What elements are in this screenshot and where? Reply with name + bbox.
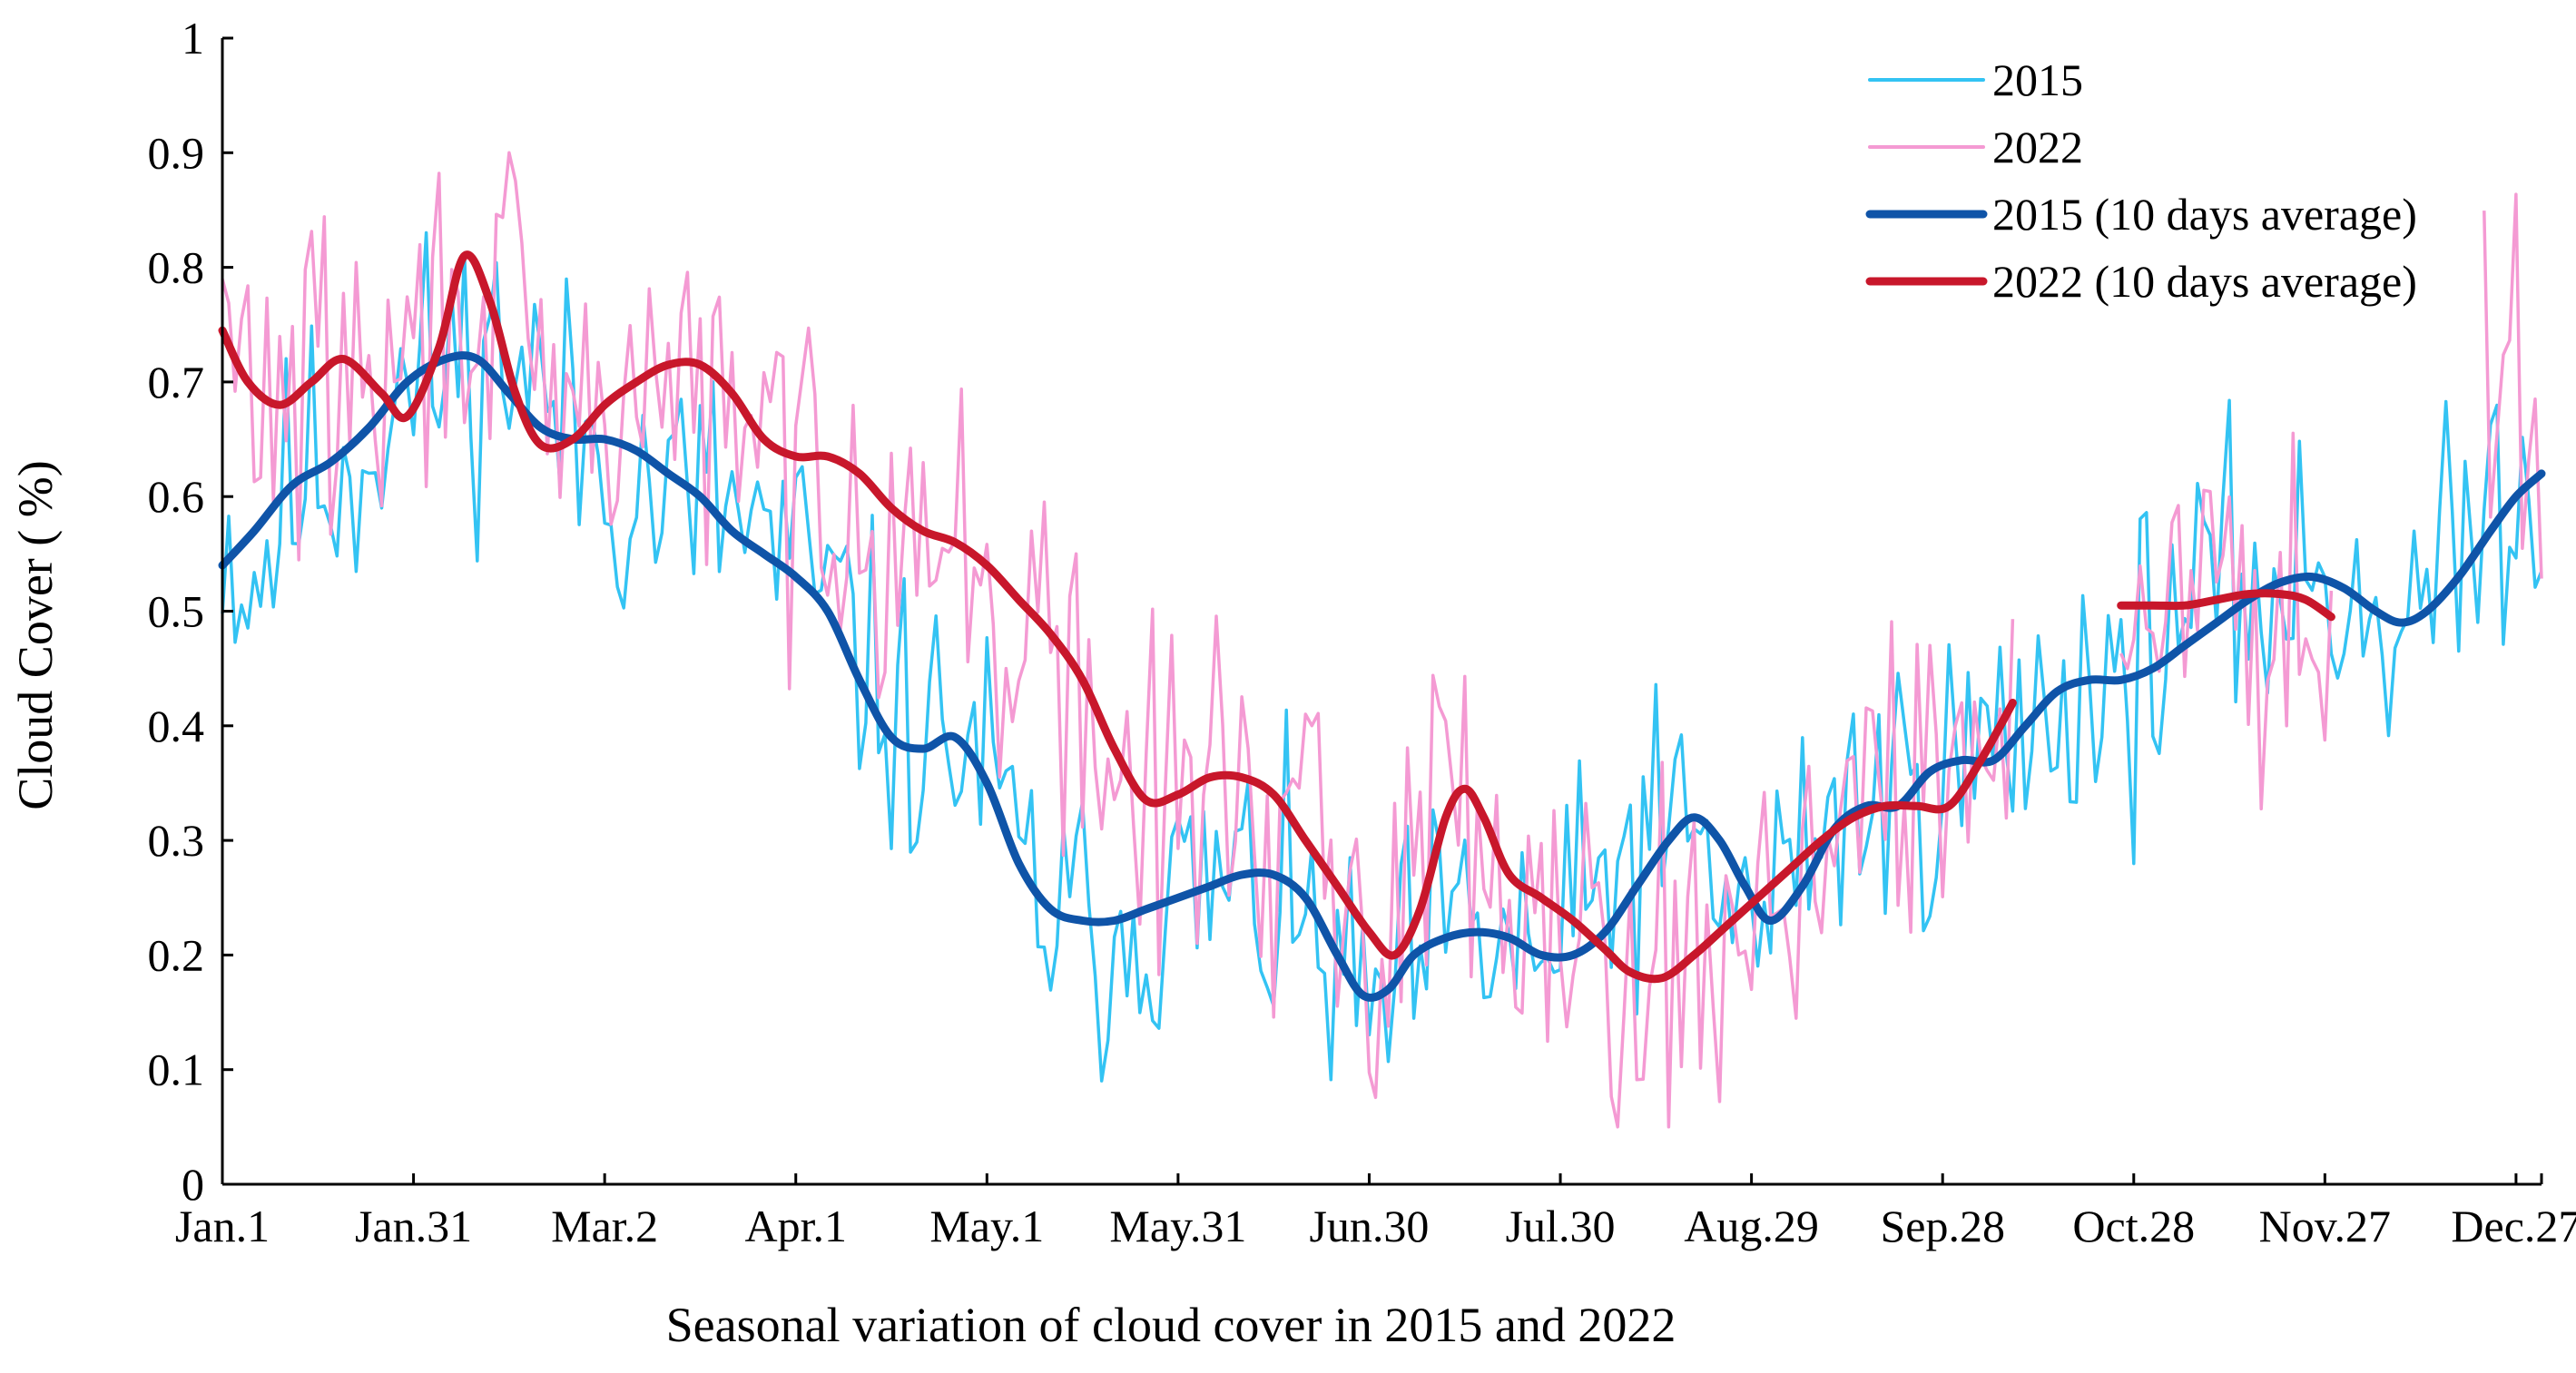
y-tick-label: 0.7: [148, 357, 205, 407]
legend-label-2015: 2015: [1992, 54, 2083, 105]
y-tick-label: 0.3: [148, 815, 205, 866]
x-tick-label: Jun.30: [1309, 1201, 1429, 1251]
x-tick-label: May.1: [929, 1201, 1044, 1251]
series-line-2022-part-3: [2483, 192, 2543, 579]
y-tick-label: 0: [182, 1159, 204, 1210]
y-tick-label: 0.2: [148, 929, 205, 980]
x-tick-label: Apr.1: [744, 1201, 847, 1251]
x-tick-label: Jan.1: [175, 1201, 270, 1251]
y-tick-label: 0.6: [148, 471, 205, 522]
legend: 2015 2022 2015 (10 days average) 2022 (10 d…: [1865, 54, 2417, 307]
y-tick-label: 0.1: [148, 1044, 205, 1095]
y-tick-label: 0.9: [148, 127, 205, 178]
x-tick-label: Jan.31: [355, 1201, 472, 1251]
x-tick-label: Dec.27: [2451, 1201, 2576, 1251]
legend-label-2022: 2022: [1992, 122, 2083, 172]
x-tick-label: Aug.29: [1684, 1201, 1819, 1251]
x-tick-label: Sep.28: [1880, 1201, 2005, 1251]
y-tick-label: 0.8: [148, 242, 205, 293]
x-axis-title: Seasonal variation of cloud cover in 201…: [666, 1298, 1676, 1352]
legend-label-2015-10-days-average: 2015 (10 days average): [1992, 189, 2417, 240]
x-tick-label: Nov.27: [2259, 1201, 2391, 1251]
series-line-2022-part-1: [221, 151, 2015, 1129]
plot-series-layer: [218, 151, 2546, 1129]
axes-layer: 0 0.1 0.2 0.3 0.4 0.5 0.6 0.7 0.8 0.9 1 Jan.1 Jan.31…: [148, 13, 2576, 1251]
y-tick-label: 1: [182, 13, 204, 64]
series-line-2022-10-days-average-part-2: [2117, 589, 2335, 622]
series-line-2015-10-days-average-part-1: [218, 351, 2546, 1002]
series-line-2022-part-2: [2119, 431, 2334, 811]
x-tick-label: Oct.28: [2072, 1201, 2195, 1251]
series-line-2022-10-days-average-part-1: [218, 250, 2017, 984]
legend-label-2022-10-days-average: 2022 (10 days average): [1992, 256, 2417, 307]
y-axis-title: Cloud Cover ( %): [8, 460, 63, 809]
y-tick-label: 0.5: [148, 586, 205, 637]
x-tick-label: Jul.30: [1506, 1201, 1616, 1251]
x-tick-label: May.31: [1109, 1201, 1246, 1251]
y-tick-label: 0.4: [148, 701, 205, 751]
x-tick-label: Mar.2: [551, 1201, 658, 1251]
